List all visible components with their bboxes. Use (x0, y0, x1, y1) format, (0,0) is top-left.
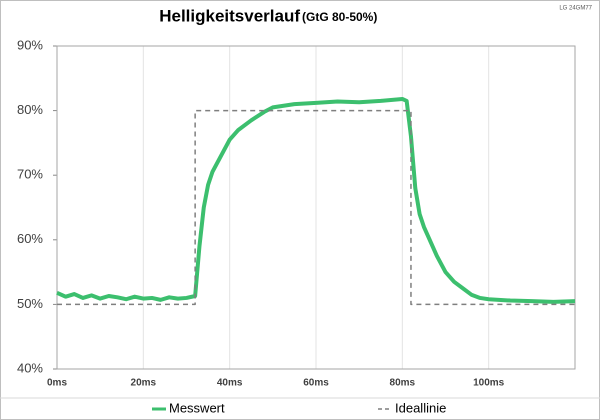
x-tick-label: 100ms (473, 378, 505, 389)
annotation: LG 24GM77 (559, 6, 592, 12)
y-tick-label: 90% (17, 37, 43, 52)
legend-label: Ideallinie (395, 400, 446, 415)
legend-label: Messwert (169, 400, 225, 415)
y-tick-label: 80% (17, 102, 43, 117)
y-tick-label: 50% (17, 296, 43, 311)
x-tick-label: 20ms (131, 378, 157, 389)
y-tick-label: 40% (17, 360, 43, 375)
x-tick-label: 60ms (303, 378, 329, 389)
chart-subtitle: (GtG 80-50%) (302, 10, 377, 24)
series-line (56, 96, 576, 304)
x-tick-label: 0ms (47, 378, 67, 389)
x-tick-label: 80ms (390, 378, 416, 389)
y-tick-label: 60% (17, 231, 43, 246)
series-line (57, 109, 575, 306)
chart-title: Helligkeitsverlauf (159, 6, 300, 25)
y-tick-label: 70% (17, 167, 43, 182)
plot-border (56, 45, 576, 370)
x-tick-label: 40ms (217, 378, 243, 389)
